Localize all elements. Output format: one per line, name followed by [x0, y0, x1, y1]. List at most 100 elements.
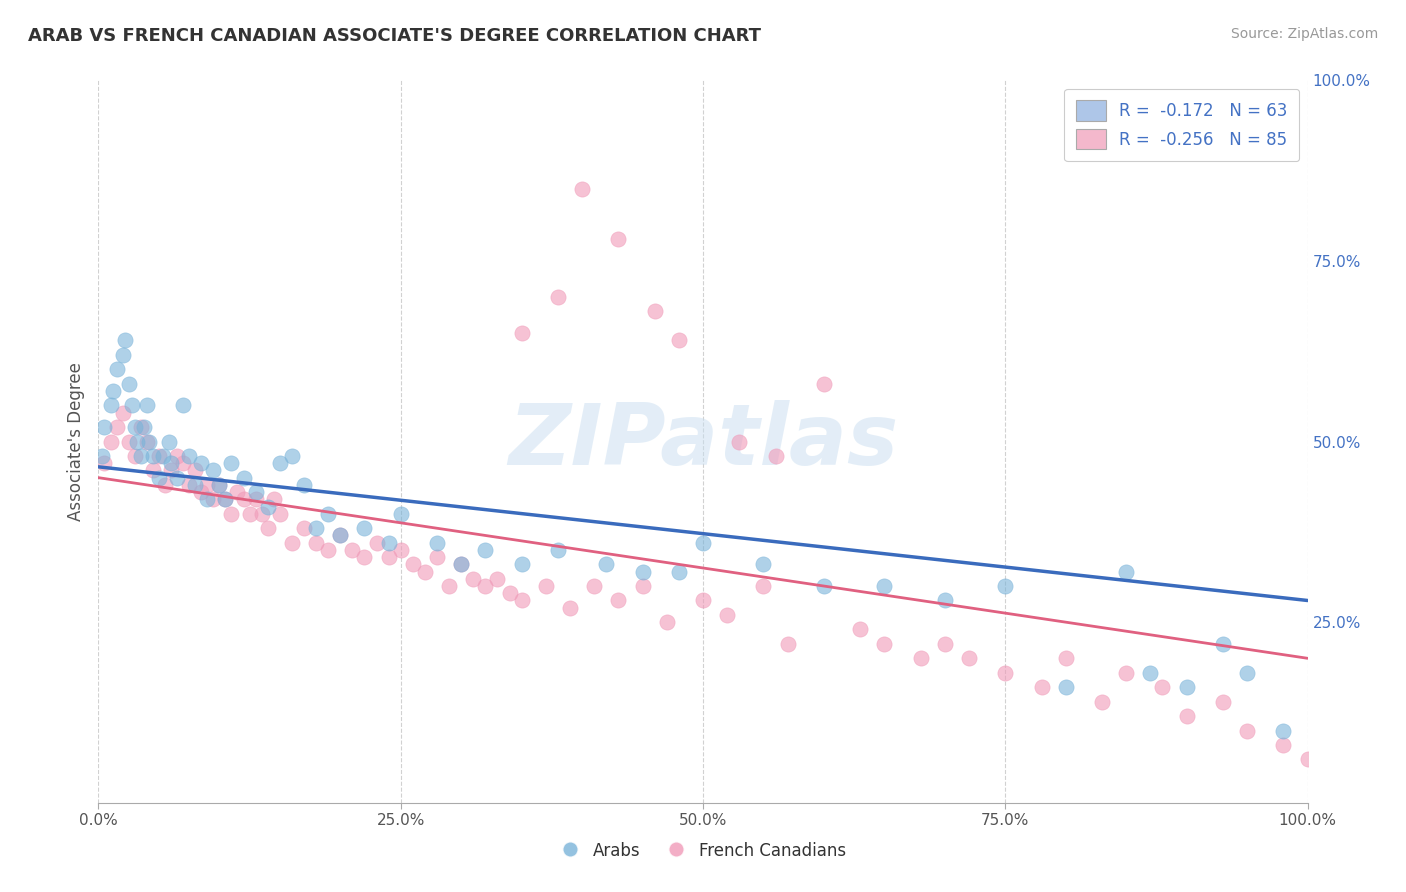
Point [316, 507, 339, 521]
Point [1296, 752, 1319, 766]
Point [160, 463, 183, 477]
Point [1236, 723, 1258, 738]
Point [813, 579, 835, 593]
Point [934, 637, 956, 651]
Point [329, 528, 352, 542]
Point [305, 521, 328, 535]
Point [353, 550, 375, 565]
Point [256, 500, 278, 514]
Point [1139, 665, 1161, 680]
Point [547, 290, 569, 304]
Point [114, 334, 136, 348]
Point [450, 558, 472, 572]
Point [124, 449, 146, 463]
Point [692, 593, 714, 607]
Point [226, 485, 249, 500]
Point [607, 232, 630, 246]
Point [463, 572, 485, 586]
Point [245, 492, 267, 507]
Point [208, 478, 231, 492]
Point [849, 623, 872, 637]
Point [426, 535, 449, 549]
Point [129, 420, 152, 434]
Point [184, 478, 207, 492]
Point [129, 449, 152, 463]
Point [595, 558, 617, 572]
Point [135, 434, 157, 449]
Text: ARAB VS FRENCH CANADIAN ASSOCIATE'S DEGREE CORRELATION CHART: ARAB VS FRENCH CANADIAN ASSOCIATE'S DEGR… [28, 27, 761, 45]
Point [910, 651, 932, 665]
Point [437, 579, 460, 593]
Point [1031, 680, 1053, 694]
Point [118, 434, 141, 449]
Point [190, 485, 212, 500]
Point [377, 550, 399, 565]
Point [93, 420, 115, 434]
Point [534, 579, 557, 593]
Point [172, 456, 194, 470]
Text: ZIPatlas: ZIPatlas [508, 400, 898, 483]
Point [305, 535, 328, 549]
Point [1236, 665, 1258, 680]
Point [142, 449, 165, 463]
Point [91, 449, 114, 463]
Point [281, 535, 304, 549]
Point [100, 434, 122, 449]
Point [172, 398, 194, 412]
Point [93, 456, 115, 470]
Point [1272, 723, 1295, 738]
Point [329, 528, 352, 542]
Point [994, 579, 1017, 593]
Point [208, 478, 231, 492]
Point [994, 665, 1017, 680]
Point [776, 637, 799, 651]
Point [1175, 680, 1198, 694]
Point [377, 535, 399, 549]
Point [190, 456, 212, 470]
Point [100, 398, 122, 412]
Point [1115, 665, 1137, 680]
Point [121, 398, 143, 412]
Point [269, 507, 291, 521]
Point [631, 565, 654, 579]
Point [111, 348, 134, 362]
Point [1054, 680, 1077, 694]
Point [127, 434, 149, 449]
Point [269, 456, 291, 470]
Point [389, 542, 412, 557]
Point [214, 492, 236, 507]
Point [957, 651, 980, 665]
Point [135, 398, 157, 412]
Point [692, 535, 714, 549]
Point [366, 535, 388, 549]
Point [184, 463, 207, 477]
Point [105, 420, 128, 434]
Point [934, 593, 956, 607]
Point [179, 449, 201, 463]
Point [583, 579, 606, 593]
Point [281, 449, 304, 463]
Point [250, 507, 273, 521]
Point [716, 607, 738, 622]
Point [389, 507, 412, 521]
Point [166, 449, 188, 463]
Point [402, 558, 425, 572]
Point [221, 456, 243, 470]
Point [1272, 738, 1295, 752]
Text: Source: ZipAtlas.com: Source: ZipAtlas.com [1230, 27, 1378, 41]
Point [873, 637, 896, 651]
Point [413, 565, 436, 579]
Point [631, 579, 654, 593]
Point [607, 593, 630, 607]
Point [558, 600, 581, 615]
Point [263, 492, 285, 507]
Point [232, 492, 254, 507]
Point [118, 376, 141, 391]
Point [426, 550, 449, 565]
Point [316, 542, 339, 557]
Y-axis label: Associate's Degree: Associate's Degree [66, 362, 84, 521]
Point [195, 492, 218, 507]
Point [571, 182, 593, 196]
Point [873, 579, 896, 593]
Point [111, 406, 134, 420]
